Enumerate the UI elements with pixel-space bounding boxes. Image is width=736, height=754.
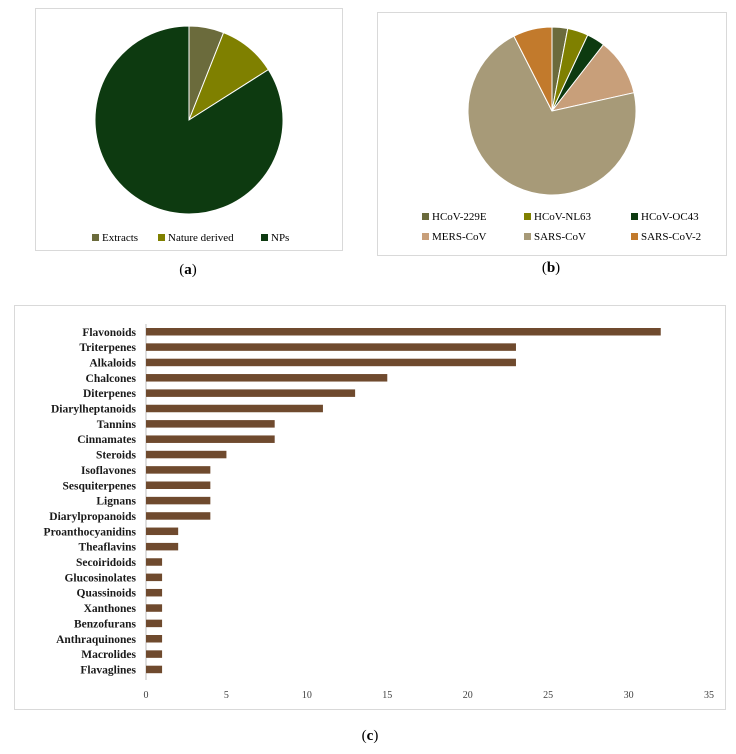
legend-swatch-sars-cov xyxy=(524,233,531,240)
x-tick-label-20: 20 xyxy=(463,690,473,701)
legend-swatch-extracts xyxy=(92,234,99,241)
category-label-macrolides: Macrolides xyxy=(81,649,136,661)
category-label-theaflavins: Theaflavins xyxy=(78,542,136,554)
legend-label-sars-cov: SARS-CoV xyxy=(534,231,586,243)
bar-secoiridoids xyxy=(146,558,163,566)
bar-triterpenes xyxy=(146,343,516,351)
category-label-quassinoids: Quassinoids xyxy=(77,588,137,600)
bar-flavonoids xyxy=(146,328,661,336)
legend-swatch-hcov-oc43 xyxy=(631,213,638,220)
legend-label-hcov-229e: HCoV-229E xyxy=(432,211,487,223)
bar-diarylheptanoids xyxy=(146,404,323,413)
category-label-sesquiterpenes: Sesquiterpenes xyxy=(63,480,137,492)
bar-quassinoids xyxy=(146,588,163,597)
bar-anthraquinones xyxy=(146,635,163,643)
legend-label-extracts: Extracts xyxy=(102,232,138,244)
category-label-cinnamates: Cinnamates xyxy=(77,434,136,446)
pie-chart-panel-b: HCoV-229E HCoV-NL63 HCoV-OC43 MERS-CoV SARS-… xyxy=(377,12,727,256)
caption-a: (a) xyxy=(179,262,197,278)
pie-slice-sars-cov xyxy=(467,35,637,196)
bar-sesquiterpenes xyxy=(146,481,211,489)
x-tick-label-0: 0 xyxy=(144,690,149,701)
legend-swatch-hcov-229e xyxy=(422,213,429,220)
bar-steroids xyxy=(146,450,227,459)
category-label-secoiridoids: Secoiridoids xyxy=(76,557,137,569)
legend-swatch-hcov-nl63 xyxy=(524,213,531,220)
legend-label-nps: NPs xyxy=(271,232,289,244)
legend-swatch-sars-cov-2 xyxy=(631,233,638,240)
legend-swatch-nature-derived xyxy=(158,234,165,241)
pie-chart-b: HCoV-229E HCoV-NL63 HCoV-OC43 MERS-CoV SARS-… xyxy=(422,26,701,243)
bar-lignans xyxy=(146,496,211,505)
caption-c: (c) xyxy=(361,728,379,744)
legend-swatch-mers-cov xyxy=(422,233,429,240)
category-label-lignans: Lignans xyxy=(96,496,136,508)
category-label-proanthocyanidins: Proanthocyanidins xyxy=(44,526,137,538)
bar-diarylpropanoids xyxy=(146,512,211,520)
category-label-triterpenes: Triterpenes xyxy=(79,342,136,354)
category-label-steroids: Steroids xyxy=(96,450,137,462)
category-label-flavonoids: Flavonoids xyxy=(82,327,136,339)
category-label-diterpenes: Diterpenes xyxy=(83,388,137,400)
bar-chart-panel-c: Flavonoids Triterpenes Alkaloids Chalcones D… xyxy=(14,305,726,710)
bar-macrolides xyxy=(146,650,163,658)
pie-chart-panel-a: Extracts Nature derived NPs xyxy=(35,8,343,251)
legend-label-hcov-nl63: HCoV-NL63 xyxy=(534,211,592,223)
bar-proanthocyanidins xyxy=(146,527,179,536)
category-label-diarylpropanoids: Diarylpropanoids xyxy=(49,511,136,523)
x-tick-label-30: 30 xyxy=(624,690,634,701)
legend-label-mers-cov: MERS-CoV xyxy=(432,231,486,243)
x-tick-label-5: 5 xyxy=(224,690,229,701)
legend-label-sars-cov-2: SARS-CoV-2 xyxy=(641,231,701,243)
category-label-anthraquinones: Anthraquinones xyxy=(56,634,136,646)
legend-label-nature-derived: Nature derived xyxy=(168,232,234,244)
bar-glucosinolates xyxy=(146,573,163,582)
category-label-isoflavones: Isoflavones xyxy=(81,465,136,477)
category-label-glucosinolates: Glucosinolates xyxy=(64,572,136,584)
legend-swatch-nps xyxy=(261,234,268,241)
bar-flavaglines xyxy=(146,665,163,674)
bar-cinnamates xyxy=(146,435,275,443)
bar-isoflavones xyxy=(146,466,211,474)
bar-tannins xyxy=(146,420,275,428)
x-tick-label-35: 35 xyxy=(704,690,714,701)
category-label-xanthones: Xanthones xyxy=(84,603,137,615)
category-label-alkaloids: Alkaloids xyxy=(89,357,136,369)
category-label-benzofurans: Benzofurans xyxy=(74,618,137,630)
category-label-tannins: Tannins xyxy=(97,419,137,431)
bar-benzofurans xyxy=(146,619,163,628)
legend-label-hcov-oc43: HCoV-OC43 xyxy=(641,211,699,223)
x-tick-label-25: 25 xyxy=(543,690,553,701)
category-label-flavaglines: Flavaglines xyxy=(80,664,136,676)
bar-xanthones xyxy=(146,604,163,612)
bar-chart-c: Flavonoids Triterpenes Alkaloids Chalcones D… xyxy=(44,324,714,701)
category-label-diarylheptanoids: Diarylheptanoids xyxy=(51,404,137,416)
x-tick-label-15: 15 xyxy=(382,690,392,701)
bar-theaflavins xyxy=(146,542,179,551)
x-tick-label-10: 10 xyxy=(302,690,312,701)
bar-chalcones xyxy=(146,374,388,382)
pie-chart-a: Extracts Nature derived NPs xyxy=(92,25,289,244)
category-label-chalcones: Chalcones xyxy=(86,373,137,385)
bar-diterpenes xyxy=(146,389,356,397)
pie-slice-nps xyxy=(94,25,284,215)
caption-b: (b) xyxy=(541,260,561,276)
bar-alkaloids xyxy=(146,358,516,367)
pie-slice-sars-cov-2 xyxy=(513,26,553,112)
